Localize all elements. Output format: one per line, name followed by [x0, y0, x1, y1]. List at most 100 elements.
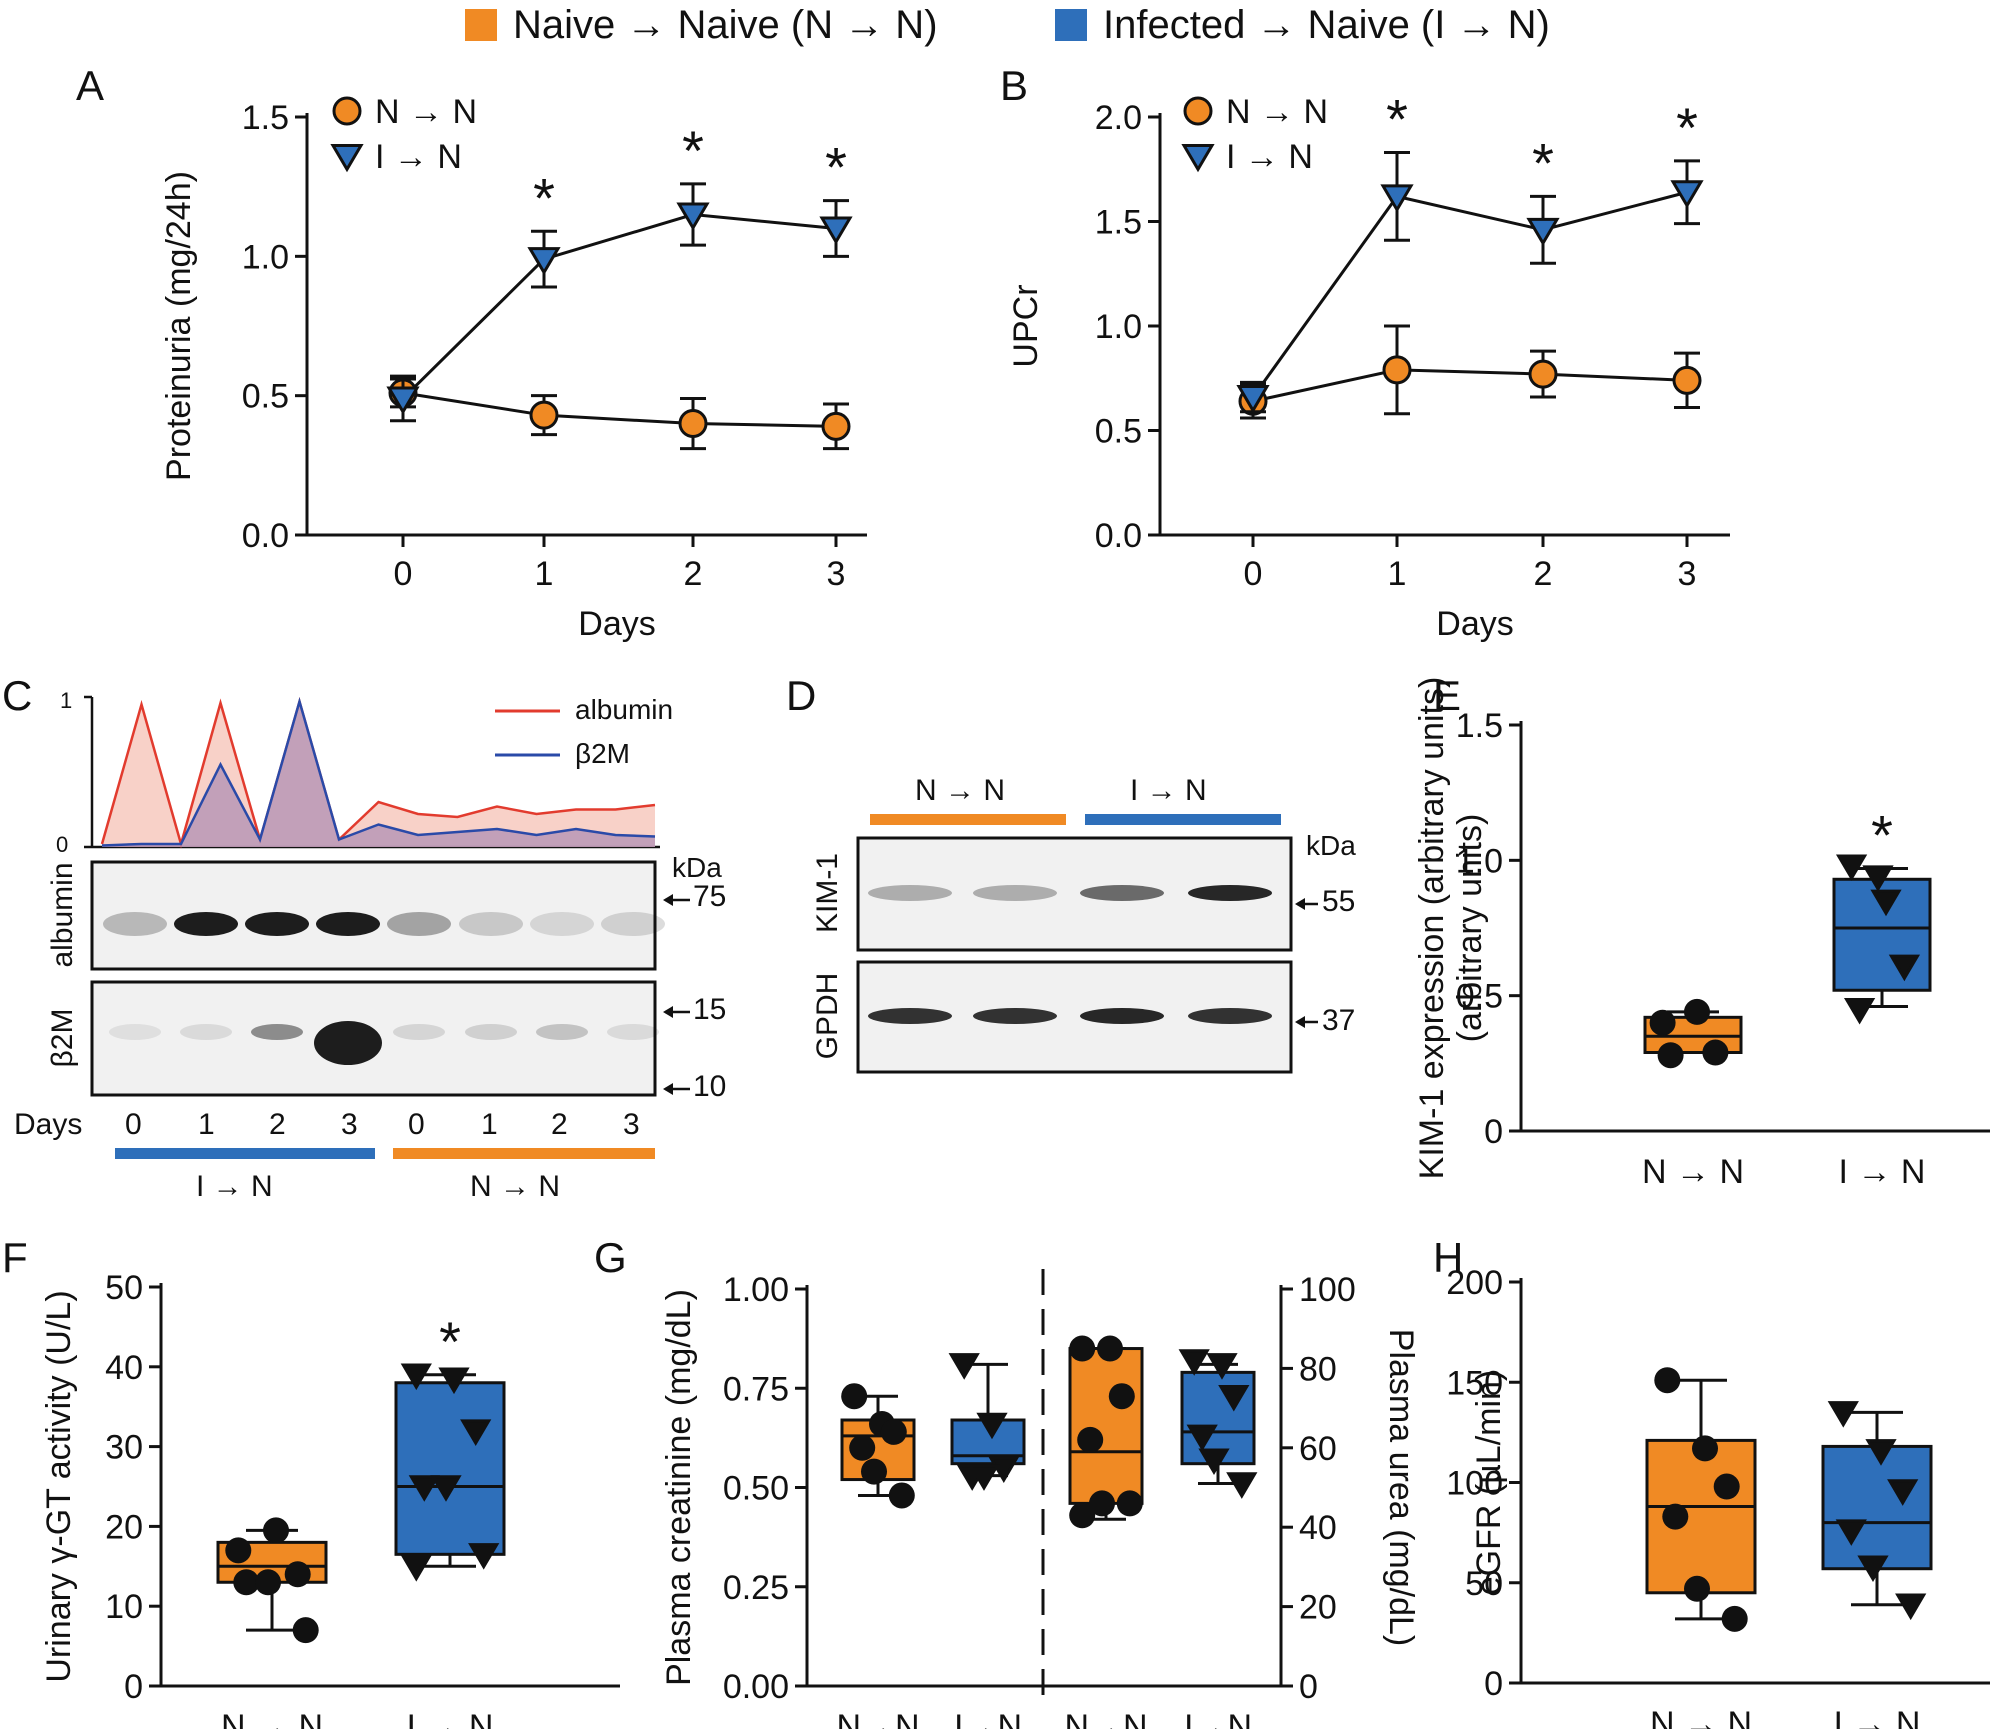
y-tick-label-G: 0.25: [723, 1569, 789, 1607]
y-tick-label-A: 1.0: [242, 238, 289, 276]
data-point-E: [1870, 889, 1902, 917]
y-tick-label-B: 1.5: [1095, 204, 1142, 242]
blot-c-lane-4: 3: [341, 1108, 358, 1141]
panel-letter-e: E: [1433, 672, 1462, 719]
data-point-G: [968, 1464, 1000, 1491]
series-line-B: [1251, 190, 1688, 398]
y-tick-label-A: 1.5: [242, 99, 289, 137]
legend-label-B-naive: N → N: [1226, 93, 1328, 131]
band-albumin: [459, 912, 523, 936]
data-point-H: [1827, 1401, 1859, 1428]
x-axis-label-A: Days: [578, 605, 655, 643]
legend-naive: Naive → Naive (N → N): [465, 2, 938, 48]
band-kim1: [1080, 885, 1164, 901]
box-F-infected: [394, 1381, 506, 1556]
legend-naive-swatch: [465, 9, 497, 41]
y-tick-label-H: 150: [1446, 1364, 1503, 1402]
data-point-E: [1888, 954, 1921, 982]
x-tick-label-B: 1: [1388, 555, 1407, 593]
data-point-G: [1218, 1384, 1250, 1412]
data-point-F: [430, 1475, 462, 1502]
data-point-H: [1684, 1575, 1710, 1602]
band-kim1: [868, 885, 952, 901]
x-tick-label-B: 3: [1678, 555, 1697, 593]
y-axis-label-E: KIM-1 expression (arbitrary units): [1413, 677, 1451, 1180]
panel-letter-g: G: [594, 1234, 627, 1281]
legend-marker-A-naive: [332, 96, 362, 126]
significance-star-B: *: [1676, 96, 1698, 159]
legend-marker-B-naive: [1183, 96, 1213, 126]
legend-label-B-infected: I → N: [1226, 138, 1313, 176]
data-point-B-naive: [1672, 365, 1702, 395]
y-tick-label-right-G: 20: [1299, 1589, 1337, 1627]
y-tick-label-B: 2.0: [1095, 99, 1142, 137]
blot-d-group-bar-naive: [870, 814, 1066, 825]
y-axis-label-right-G: Plasma urea (mg/dL): [1382, 1329, 1420, 1646]
y-axis-label-A: Proteinuria (mg/24h): [160, 171, 198, 481]
data-point-E: [1835, 854, 1868, 882]
y-tick-label-F: 50: [105, 1269, 143, 1307]
data-point-B-naive: [1382, 355, 1412, 385]
data-point-B-infected: [1380, 184, 1414, 213]
y-tick-label-F: 20: [105, 1508, 143, 1546]
blot-c-lane-2: 1: [198, 1108, 215, 1141]
significance-star-B: *: [1386, 88, 1408, 151]
x-tick-label-F: N → N: [221, 1708, 323, 1729]
significance-star-A: *: [533, 166, 555, 229]
blot-c-marker-10: 10: [693, 1070, 727, 1103]
x-tick-label-H: N → N: [1650, 1705, 1752, 1729]
data-point-G: [1069, 1502, 1096, 1529]
data-point-H: [1857, 1555, 1889, 1583]
y-tick-label-right-G: 40: [1299, 1509, 1337, 1547]
data-point-F: [468, 1543, 500, 1570]
data-point-F: [255, 1569, 281, 1596]
blot-c-lane-1: 0: [125, 1108, 142, 1141]
data-point-H: [1713, 1473, 1740, 1500]
y-axis-label-2-E: (arbitrary units): [1451, 814, 1489, 1043]
blot-c-arrow-75-head: [663, 894, 673, 906]
band-albumin: [530, 912, 594, 936]
blot-c-lane-7: 2: [551, 1108, 568, 1141]
band-gpdh: [868, 1008, 952, 1024]
legend-label-A-infected: I → N: [375, 138, 462, 176]
y-axis-label-B: UPCr: [1007, 284, 1045, 367]
x-tick-label-H: I → N: [1834, 1705, 1921, 1729]
data-point-G: [1097, 1335, 1123, 1362]
band-b2m: [314, 1021, 382, 1065]
y-tick-label-right-G: 60: [1299, 1430, 1337, 1468]
x-tick-label-B: 0: [1244, 555, 1263, 593]
blot-c-arrow-15-head: [663, 1006, 673, 1018]
blot-d-row-label-kim1: KIM-1: [811, 853, 844, 933]
y-tick-label-G: 0.00: [723, 1668, 789, 1706]
band-albumin: [103, 912, 167, 936]
band-b2m: [393, 1024, 445, 1040]
data-point-F: [460, 1419, 492, 1446]
band-albumin: [316, 912, 380, 936]
data-point-G: [841, 1383, 868, 1410]
band-kim1: [973, 885, 1057, 901]
blot-d-group-naive: N → N: [915, 774, 1005, 807]
legend-marker-A-infected: [330, 144, 364, 173]
figure-legend: Naive → Naive (N → N) Infected → Naive (…: [0, 0, 2012, 56]
x-tick-label-G: N→N: [1064, 1708, 1147, 1729]
band-b2m: [607, 1024, 659, 1040]
blot-c-marker-75: 75: [693, 880, 727, 913]
band-b2m: [180, 1024, 232, 1040]
data-point-A-naive: [821, 411, 851, 441]
x-tick-label-E: I → N: [1839, 1153, 1926, 1191]
y-tick-label-H: 200: [1446, 1264, 1503, 1302]
y-tick-label-H: 50: [1465, 1565, 1503, 1603]
y-tick-label-B: 1.0: [1095, 308, 1142, 346]
data-point-G: [849, 1434, 876, 1461]
blot-d-group-infected: I → N: [1130, 774, 1207, 807]
data-point-A-naive: [678, 409, 708, 439]
blot-c-group-infected: I → N: [196, 1170, 273, 1203]
blot-c-group-bar-naive: [393, 1148, 655, 1159]
x-tick-label-A: 1: [535, 555, 554, 593]
data-point-H: [1662, 1503, 1689, 1530]
y-tick-label-B: 0.5: [1095, 413, 1142, 451]
blot-c-marker-15: 15: [693, 993, 727, 1026]
data-point-A-infected: [676, 202, 710, 231]
blot-d-arrow-37-head: [1295, 1016, 1305, 1028]
panel-letter-d: D: [786, 672, 817, 719]
